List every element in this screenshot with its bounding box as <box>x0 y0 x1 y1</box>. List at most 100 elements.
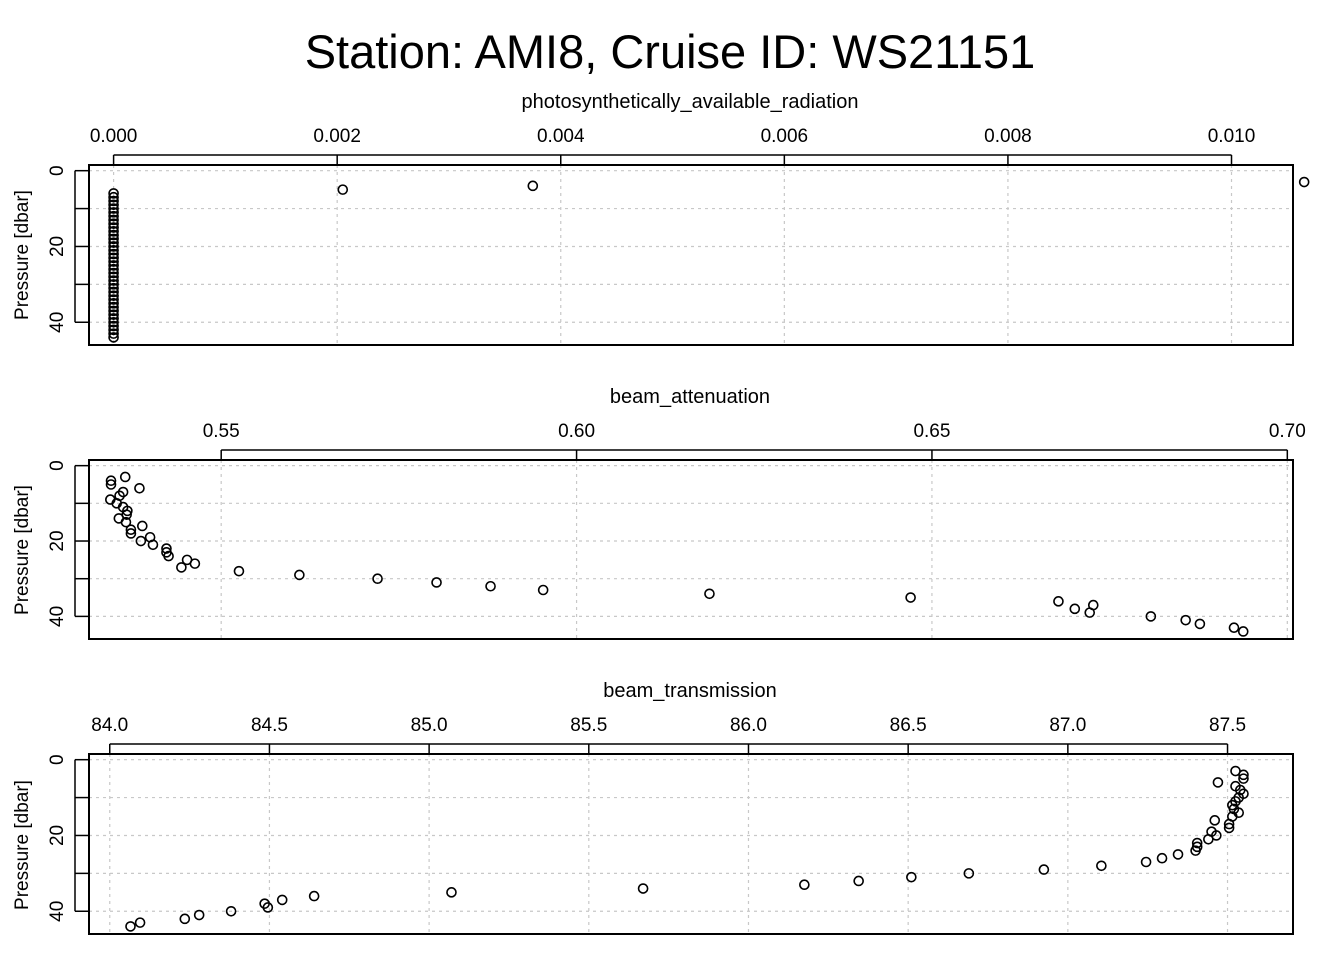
data-point <box>134 917 146 928</box>
data-point <box>108 263 119 275</box>
data-point <box>1140 856 1152 868</box>
x-tick-label: 84.5 <box>251 715 288 736</box>
data-point <box>704 588 715 600</box>
x-tick-label: 0.65 <box>913 421 950 442</box>
data-point <box>963 868 975 879</box>
data-point <box>108 210 119 222</box>
y-tick-label: 40 <box>47 606 68 627</box>
data-point <box>105 479 117 490</box>
data-point <box>179 913 191 925</box>
data-point <box>1212 777 1224 788</box>
data-point <box>108 229 119 241</box>
y-axis-label: Pressure [dbar] <box>12 780 33 910</box>
data-point <box>108 275 119 286</box>
x-tick-label: 0.006 <box>761 126 809 147</box>
data-point <box>125 524 137 536</box>
data-point <box>1053 596 1064 607</box>
data-point <box>108 256 119 267</box>
data-point <box>108 294 119 305</box>
y-tick-label: 20 <box>47 825 68 846</box>
data-point <box>1298 176 1310 188</box>
x-axis-label: photosynthetically_available_radiation <box>522 91 859 113</box>
data-point <box>108 195 119 207</box>
data-point <box>262 902 274 913</box>
data-point <box>108 316 119 328</box>
data-point <box>108 309 119 320</box>
data-point <box>108 332 119 343</box>
data-point <box>294 569 305 581</box>
data-point <box>108 252 119 264</box>
chart-title: Station: AMI8, Cruise ID: WS21151 <box>305 25 1036 78</box>
data-point <box>108 313 119 324</box>
data-point <box>108 324 119 336</box>
data-point <box>125 528 137 539</box>
data-point <box>108 203 119 214</box>
x-tick-label: 0.70 <box>1269 421 1306 442</box>
x-tick-label: 0.60 <box>558 421 595 442</box>
data-point <box>122 505 133 517</box>
y-tick-label: 20 <box>47 530 68 551</box>
data-point <box>147 539 159 551</box>
data-point <box>108 199 119 211</box>
data-point <box>233 565 245 577</box>
data-point <box>161 543 172 554</box>
data-point <box>108 222 119 233</box>
data-point <box>1156 852 1168 864</box>
data-point <box>225 905 237 917</box>
data-point <box>108 328 119 339</box>
data-point <box>637 883 649 894</box>
data-point <box>1180 614 1191 626</box>
x-tick-label: 85.0 <box>411 715 448 736</box>
data-point <box>125 921 136 932</box>
x-tick-label: 0.002 <box>313 126 361 147</box>
x-tick-label: 85.5 <box>570 715 607 736</box>
data-point <box>108 207 119 218</box>
x-tick-label: 0.008 <box>984 126 1032 147</box>
data-point <box>119 471 131 483</box>
data-point <box>105 475 117 487</box>
data-point <box>108 271 119 283</box>
data-point <box>485 580 496 592</box>
data-point <box>108 320 119 332</box>
x-tick-label: 0.004 <box>537 126 585 147</box>
data-point <box>1238 773 1249 784</box>
plot-frame <box>88 459 1294 640</box>
y-axis-label: Pressure [dbar] <box>12 190 33 320</box>
data-point <box>1084 607 1096 618</box>
data-point <box>308 890 320 902</box>
data-point <box>1194 618 1206 630</box>
x-tick-label: 86.5 <box>890 715 927 736</box>
data-point <box>108 191 119 203</box>
data-point <box>527 180 539 192</box>
data-point <box>1223 822 1235 834</box>
data-point <box>1038 864 1050 875</box>
data-point <box>1096 860 1107 872</box>
data-point <box>108 248 119 260</box>
data-point <box>1190 845 1201 856</box>
x-tick-label: 87.5 <box>1209 715 1246 736</box>
data-point <box>108 214 119 226</box>
data-point <box>799 879 810 891</box>
data-point <box>120 516 132 528</box>
data-point <box>108 267 119 279</box>
plot-frame <box>88 753 1294 935</box>
data-point <box>108 290 119 302</box>
data-point <box>1145 611 1157 622</box>
data-point <box>137 520 148 532</box>
x-tick-label: 0.55 <box>203 421 240 442</box>
x-axis-label: beam_attenuation <box>610 386 770 408</box>
y-axis-label: Pressure [dbar] <box>12 485 33 615</box>
data-point <box>108 233 119 245</box>
data-point <box>1172 849 1184 860</box>
data-point <box>446 887 457 898</box>
data-point <box>108 244 119 256</box>
data-point <box>108 226 119 237</box>
y-tick-label: 0 <box>47 460 68 471</box>
x-tick-label: 0.000 <box>90 126 138 147</box>
data-point <box>276 894 288 906</box>
data-point <box>108 282 119 294</box>
x-tick-label: 86.0 <box>730 715 767 736</box>
data-point <box>108 298 119 309</box>
panel-beam-transmission: beam_transmission Pressure [dbar] 84.0 84… <box>12 680 1294 935</box>
